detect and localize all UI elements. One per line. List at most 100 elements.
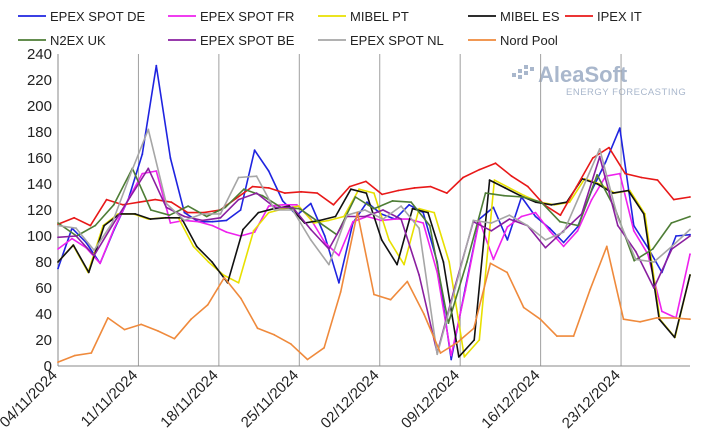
data-point-epex-spot-be bbox=[75, 235, 77, 237]
data-point-epex-spot-nl bbox=[454, 287, 457, 289]
data-point-mibel-es bbox=[365, 192, 368, 195]
x-tick-label: 04/11/2024 bbox=[0, 367, 61, 430]
data-point-epex-spot-de bbox=[675, 235, 677, 237]
data-point-nord-pool bbox=[240, 297, 242, 300]
data-point-nord-pool bbox=[639, 320, 641, 323]
data-point-epex-spot-fr bbox=[618, 172, 621, 175]
data-point-epex-spot-fr bbox=[394, 218, 396, 221]
data-point-mibel-pt bbox=[328, 219, 330, 222]
legend-label: EPEX SPOT FR bbox=[200, 9, 294, 24]
data-point-epex-spot-be bbox=[689, 235, 691, 237]
data-point-mibel-pt bbox=[237, 281, 240, 284]
data-point-epex-spot-be bbox=[544, 246, 547, 249]
data-point-epex-spot-be bbox=[219, 216, 222, 219]
y-tick-label: 160 bbox=[27, 150, 52, 167]
data-point-mibel-es bbox=[473, 339, 476, 341]
data-point-n2ex-uk bbox=[577, 224, 580, 227]
data-point-epex-spot-be bbox=[255, 192, 258, 195]
data-point-n2ex-uk bbox=[298, 207, 301, 210]
data-point-mibel-pt bbox=[403, 263, 405, 266]
data-point-nord-pool bbox=[73, 354, 76, 357]
y-tick-label: 220 bbox=[27, 72, 52, 89]
data-point-epex-spot-nl bbox=[418, 227, 420, 230]
data-point-epex-spot-nl bbox=[400, 205, 402, 208]
data-point-epex-spot-be bbox=[237, 198, 240, 201]
data-point-epex-spot-de bbox=[366, 201, 368, 204]
data-point-epex-spot-fr bbox=[380, 219, 382, 222]
data-point-epex-spot-de bbox=[576, 226, 579, 228]
data-point-n2ex-uk bbox=[410, 201, 413, 204]
data-point-epex-spot-de bbox=[183, 211, 186, 214]
data-point-mibel-pt bbox=[373, 192, 375, 195]
data-point-ipex-it bbox=[640, 176, 643, 179]
data-point-epex-spot-nl bbox=[562, 231, 565, 234]
data-point-ipex-it bbox=[429, 185, 432, 188]
data-point-n2ex-uk bbox=[354, 196, 357, 198]
data-point-n2ex-uk bbox=[559, 220, 561, 223]
legend-item-epex-spot-fr: EPEX SPOT FR bbox=[168, 9, 294, 24]
data-point-epex-spot-be bbox=[418, 274, 420, 276]
data-point-epex-spot-nl bbox=[653, 261, 655, 263]
y-tick-label: 60 bbox=[35, 280, 52, 297]
data-point-n2ex-uk bbox=[503, 194, 505, 197]
data-point-epex-spot-be bbox=[201, 219, 204, 222]
data-point-ipex-it bbox=[478, 168, 481, 171]
data-point-epex-spot-nl bbox=[508, 214, 511, 217]
data-point-mibel-pt bbox=[358, 188, 360, 191]
data-point-ipex-it bbox=[348, 185, 351, 188]
data-point-mibel-pt bbox=[207, 261, 210, 263]
data-point-ipex-it bbox=[121, 203, 124, 206]
data-point-mibel-pt bbox=[252, 229, 255, 232]
data-point-mibel-es bbox=[103, 224, 106, 227]
data-point-mibel-es bbox=[149, 218, 152, 221]
y-tick-label: 120 bbox=[27, 202, 52, 219]
data-point-epex-spot-de bbox=[225, 219, 228, 222]
data-point-n2ex-uk bbox=[521, 196, 524, 198]
data-point-nord-pool bbox=[373, 293, 375, 296]
data-point-mibel-es bbox=[673, 336, 676, 339]
data-point-epex-spot-fr bbox=[647, 253, 649, 256]
data-point-epex-spot-be bbox=[653, 287, 655, 289]
data-point-nord-pool bbox=[506, 271, 508, 274]
data-point-epex-spot-nl bbox=[129, 174, 132, 176]
data-point-epex-spot-be bbox=[598, 155, 601, 158]
watermark-tagline: ENERGY FORECASTING bbox=[566, 87, 686, 98]
data-point-mibel-es bbox=[134, 213, 137, 215]
data-point-epex-spot-nl bbox=[472, 219, 475, 222]
data-point-epex-spot-fr bbox=[225, 231, 228, 234]
data-point-epex-spot-be bbox=[147, 167, 150, 170]
data-point-epex-spot-nl bbox=[309, 239, 312, 241]
legend-item-nord-pool: Nord Pool bbox=[468, 33, 558, 48]
data-point-n2ex-uk bbox=[112, 203, 115, 206]
data-point-epex-spot-be bbox=[671, 248, 673, 250]
data-point-epex-spot-nl bbox=[526, 224, 529, 227]
data-point-ipex-it bbox=[251, 185, 254, 188]
data-point-epex-spot-nl bbox=[436, 353, 439, 356]
data-point-ipex-it bbox=[186, 211, 189, 214]
data-point-nord-pool bbox=[589, 288, 592, 291]
series-line-nord-pool bbox=[57, 211, 691, 363]
data-point-epex-spot-fr bbox=[197, 220, 200, 223]
data-point-epex-spot-de bbox=[239, 209, 242, 211]
y-tick-label: 140 bbox=[27, 176, 52, 193]
data-point-mibel-pt bbox=[493, 179, 496, 182]
data-point-n2ex-uk bbox=[94, 224, 97, 227]
data-point-epex-spot-nl bbox=[255, 175, 258, 178]
data-point-mibel-es bbox=[442, 261, 445, 263]
data-point-nord-pool bbox=[190, 318, 193, 321]
data-point-ipex-it bbox=[527, 185, 529, 188]
data-point-mibel-pt bbox=[463, 356, 466, 358]
data-point-epex-spot-be bbox=[57, 236, 59, 239]
data-point-epex-spot-nl bbox=[544, 239, 547, 241]
data-point-epex-spot-de bbox=[155, 64, 158, 67]
data-point-nord-pool bbox=[123, 328, 126, 331]
data-point-mibel-es bbox=[334, 215, 337, 218]
data-point-epex-spot-nl bbox=[237, 176, 240, 179]
data-point-ipex-it bbox=[624, 172, 627, 175]
x-axis: 04/11/2024 11/11/2024 18/11/2024 25/11/2024… bbox=[0, 365, 690, 430]
data-point-n2ex-uk bbox=[484, 192, 487, 195]
y-tick-label: 240 bbox=[27, 46, 52, 63]
legend-label: IPEX IT bbox=[597, 9, 642, 24]
data-point-ipex-it bbox=[316, 192, 319, 195]
data-point-ipex-it bbox=[689, 196, 691, 198]
